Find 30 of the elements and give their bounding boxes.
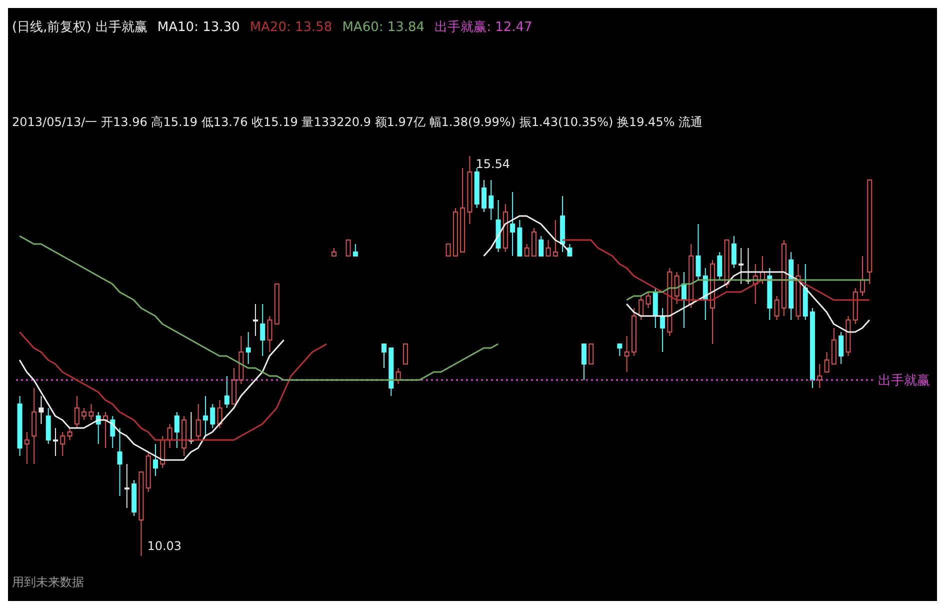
candlestick bbox=[738, 248, 744, 284]
candlestick bbox=[624, 336, 630, 372]
candlestick bbox=[17, 396, 22, 456]
candlestick bbox=[117, 428, 122, 496]
candlestick bbox=[817, 364, 822, 388]
candlestick bbox=[467, 156, 472, 224]
text: 出手就赢: 12.47 bbox=[434, 20, 532, 35]
chart-subtitle: 2013/05/13/一 开13.96 高15.19 低13.76 收15.19 量133220.9 额1.97亿 幅1.38(9.99%) 振1.43(10.35%) 换19.45% 流通 bbox=[12, 114, 703, 131]
candlestick bbox=[660, 308, 666, 352]
candlestick bbox=[788, 252, 794, 320]
ref-line-label: 出手就赢 bbox=[878, 374, 930, 389]
candlestick bbox=[24, 432, 30, 464]
chart-title: (日线,前复权) 出手就赢 bbox=[12, 20, 148, 35]
candlestick bbox=[38, 396, 44, 424]
text: MA20: 13.58 bbox=[250, 20, 332, 35]
candlestick bbox=[52, 428, 58, 456]
text: 用到未来数据 bbox=[12, 574, 84, 591]
annotation: 10.03 bbox=[147, 539, 182, 553]
candlestick bbox=[152, 444, 158, 476]
candlestick bbox=[32, 388, 37, 464]
candlestick bbox=[202, 396, 208, 436]
candlestick bbox=[252, 304, 258, 336]
candlestick bbox=[246, 332, 251, 364]
candlestick bbox=[488, 180, 494, 220]
candlestick bbox=[124, 464, 130, 508]
candlestick bbox=[260, 304, 266, 356]
candlestick bbox=[510, 192, 516, 256]
text: MA10: 13.30 bbox=[157, 20, 240, 35]
annotation: 15.54 bbox=[476, 157, 510, 171]
text: MA60: 13.84 bbox=[342, 20, 425, 35]
